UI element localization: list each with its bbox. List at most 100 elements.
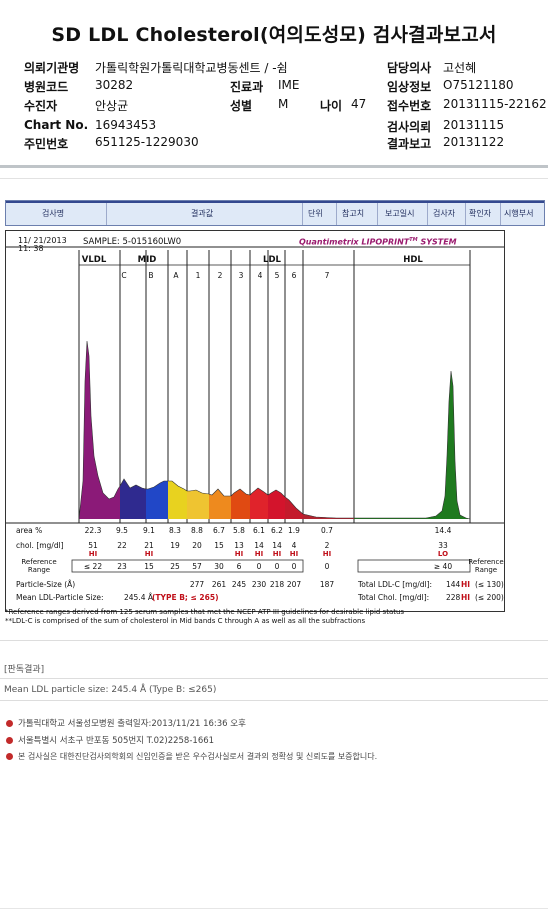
lipoprint-chart: 11/ 21/2013 11: 38 SAMPLE: 5-015160LW0 Q… [5,230,505,612]
total-chol-label: Total Chol. [mg/dl]: [357,593,429,602]
header-label: 수진자 [24,99,58,113]
header-label: 의뢰기관명 [24,61,80,75]
chart-date: 11/ 21/2013 [18,236,67,245]
footer-line: 가톨릭대학교 서울성모병원 출력일자:2013/11/21 16:36 오후 [6,717,246,729]
col-report-date: 보고일시 [385,209,415,218]
area-value: 0.7 [321,526,333,535]
mean-value: 245.4 Å [124,593,154,602]
divider [0,700,548,701]
area-value: 8.8 [191,526,203,535]
reference-value: 25 [170,562,180,571]
interpretation-label: [판독결과] [4,665,45,675]
reference-value: 30 [214,562,224,571]
header-label: 성별 [230,99,253,113]
chart-brand: Quantimetrix LIPOPRINTTM SYSTEM [299,237,457,247]
band-label: 2 [218,271,223,280]
header-value: 20131115-22162 [443,97,547,111]
col-confirmer: 확인자 [469,209,492,218]
group-label-mid: MID [138,255,157,265]
col-test-name: 검사명 [42,209,65,218]
area-value: 1.9 [288,526,300,535]
chart-sample-id: SAMPLE: 5-015160LW0 [83,237,182,247]
divider [0,678,548,679]
header-label: 접수번호 [387,99,432,113]
reference-value: 15 [144,562,154,571]
area-value: 22.3 [85,526,102,535]
header-value: 30282 [95,78,134,92]
particle-size-value: 207 [287,580,302,589]
header-label: 임상정보 [387,80,432,94]
header-value: 안상균 [95,99,129,113]
reference-range-box [71,559,304,573]
header-value: M [278,97,289,111]
curve-segment [79,341,120,519]
total-ldl-value: 144 [446,580,461,589]
row-label-ref: Reference [21,558,56,566]
mean-type: (TYPE B; ≤ 265) [152,593,219,602]
interpretation-text: Mean LDL particle size: 245.4 Å (Type B:… [4,685,217,695]
area-value: 6.1 [253,526,265,535]
curve-segment [209,489,231,519]
band-label: A [173,271,179,280]
particle-size-value: 261 [212,580,227,589]
row-label-size: Particle-Size (Å) [16,580,75,589]
area-value: 9.5 [116,526,128,535]
reference-value: 23 [117,562,127,571]
header-value: 47 [351,97,367,111]
total-chol-flag: HI [461,593,470,602]
header-value: 20131122 [443,135,505,149]
group-label-hdl: HDL [403,255,423,265]
chol-value: 51 [88,541,98,550]
band-label: 5 [275,271,280,280]
chol-value: 15 [214,541,224,550]
total-chol-value: 228 [446,593,461,602]
chol-flag: HI [255,550,263,558]
particle-size-value: 230 [252,580,267,589]
reference-range-box-hdl [357,559,471,573]
chol-value: 22 [117,541,127,550]
bullet-icon [6,753,13,760]
reference-value: 57 [192,562,202,571]
area-value: 8.3 [169,526,181,535]
curve-segment [231,489,250,519]
chol-flag: LO [438,550,448,558]
chol-value: 21 [144,541,154,550]
header-value: 가톨릭학원가톨릭대학교병동센트 / -쉼 [95,61,288,75]
col-tester: 검사자 [433,209,456,218]
col-reference: 참고치 [342,209,365,218]
chart-time: 11: 38 [18,244,44,253]
curve-segment [250,488,268,519]
total-ldl-flag: HI [461,580,470,589]
curve-segment [268,490,285,519]
row-label-area: area % [16,526,42,535]
chol-value: 2 [325,541,330,550]
band-label: 3 [239,271,244,280]
header-value: 651125-1229030 [95,135,199,149]
area-value: 6.7 [213,526,225,535]
footnote-reference: *Reference ranges derived from 125 serum… [5,608,405,616]
particle-size-value: 187 [320,580,335,589]
chol-flag: HI [273,550,281,558]
total-ldl-label: Total LDL-C [mg/dl]: [357,580,432,589]
band-label: 4 [258,271,263,280]
chol-value: 20 [192,541,202,550]
area-value: 6.2 [271,526,283,535]
reference-value: ≤ 22 [84,562,102,571]
curve-segment [120,479,146,519]
bullet-icon [6,737,13,744]
header-value: 16943453 [95,118,157,132]
group-label-vldl: VLDL [82,255,107,265]
row-label-ref-right: Reference [468,558,503,566]
row-label-chol: chol. [mg/dl] [16,541,64,550]
header-label: 나이 [320,99,343,113]
reference-value: 0 [257,562,262,571]
particle-size-value: 245 [232,580,247,589]
chol-value: 4 [292,541,297,550]
chol-flag: HI [145,550,153,558]
chol-flag: HI [323,550,331,558]
curve-segment [285,497,303,519]
curve-segment [303,514,354,519]
chol-flag: HI [235,550,243,558]
